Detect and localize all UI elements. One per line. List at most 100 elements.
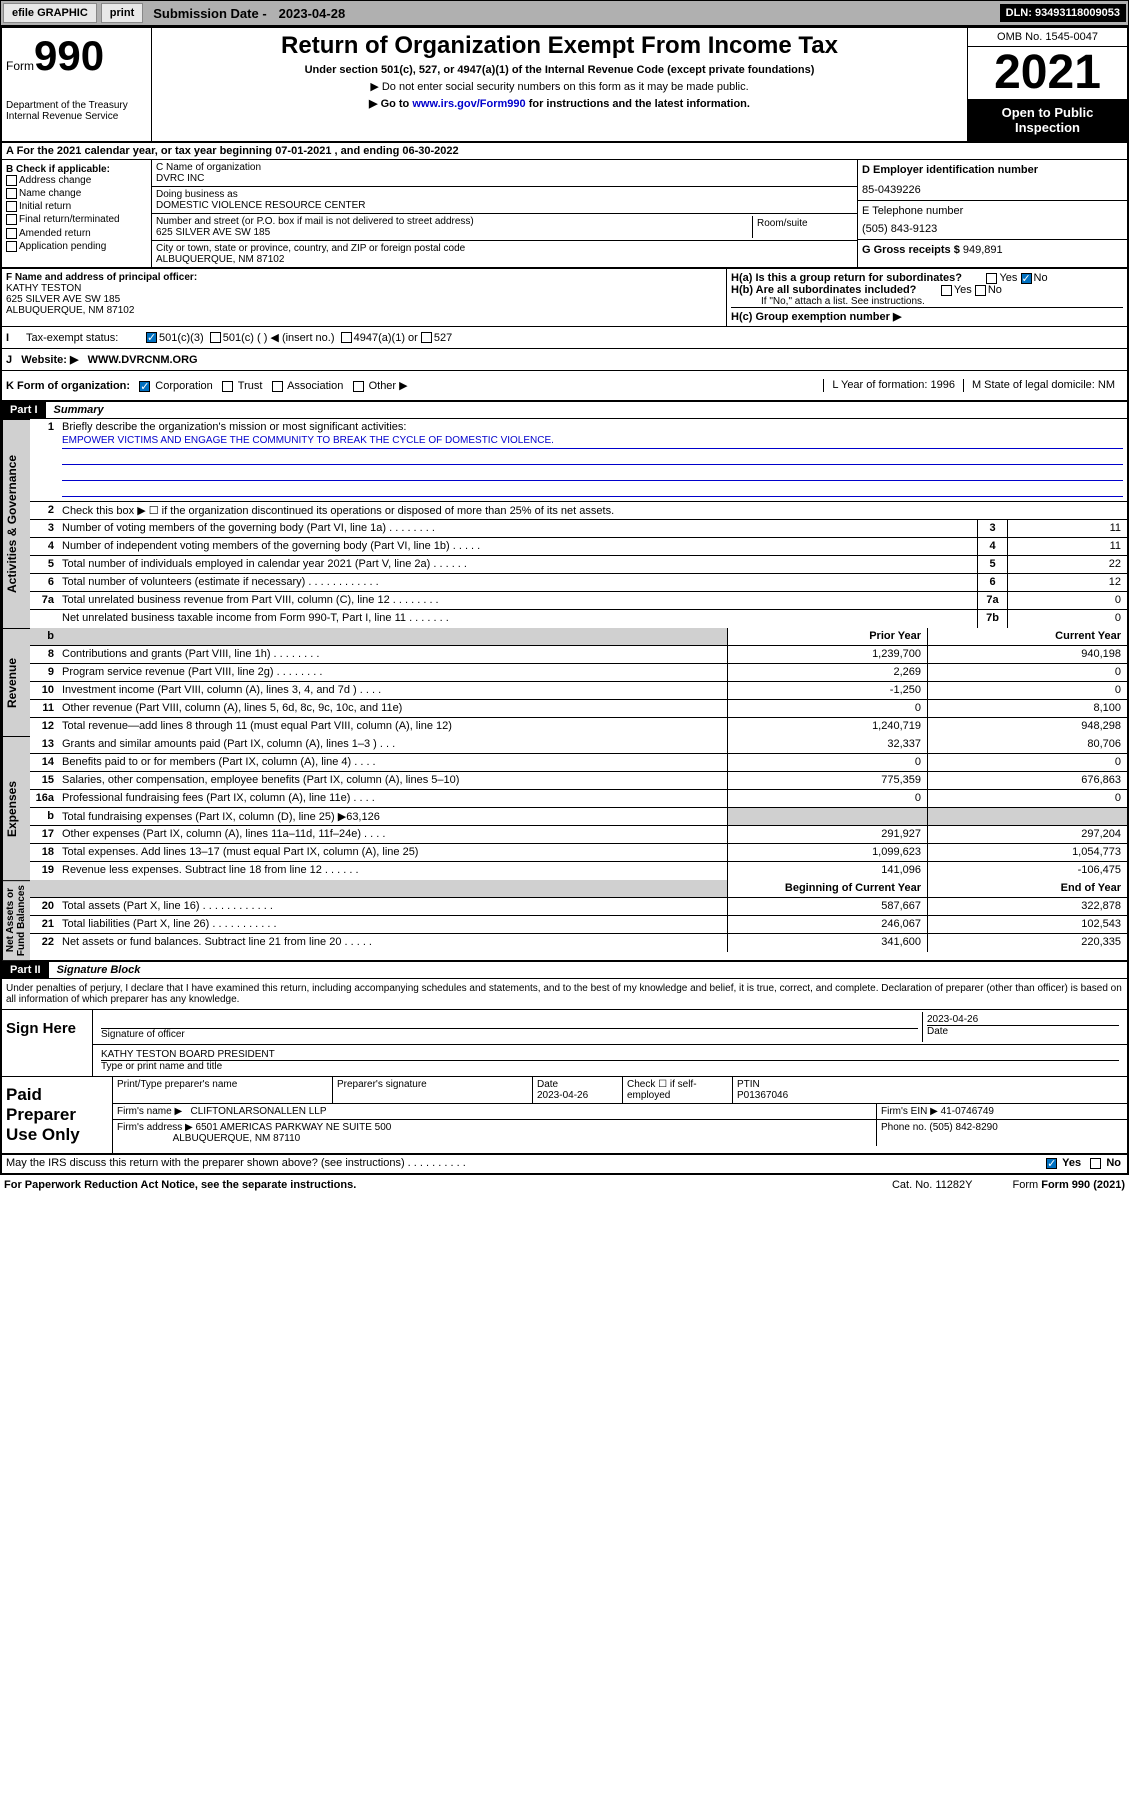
d-lbl: D Employer identification number (862, 164, 1123, 176)
chk-corp[interactable] (139, 381, 150, 392)
dln: DLN: 93493118009053 (1000, 4, 1126, 22)
g-lbl: G Gross receipts $ (862, 244, 960, 256)
header: Form990 Department of the Treasury Inter… (2, 28, 1127, 143)
form-990: Form990 Department of the Treasury Inter… (0, 26, 1129, 1175)
table-row: 14Benefits paid to or for members (Part … (30, 754, 1127, 772)
website[interactable]: WWW.DVRCNM.ORG (88, 354, 198, 366)
chk-assoc[interactable] (272, 381, 283, 392)
chk-4947[interactable] (341, 332, 352, 343)
table-row: 20Total assets (Part X, line 16) . . . .… (30, 898, 1127, 916)
city-lbl: City or town, state or province, country… (156, 243, 853, 254)
c-name-lbl: C Name of organization (156, 162, 853, 173)
chk-addr[interactable]: Address change (6, 175, 147, 186)
chk-other[interactable] (353, 381, 364, 392)
prep-self[interactable]: Check ☐ if self-employed (623, 1077, 733, 1103)
prep-sig-lbl: Preparer's signature (333, 1077, 533, 1103)
row-j: J Website: ▶ WWW.DVRCNM.ORG (2, 349, 1127, 371)
hb: H(b) Are all subordinates included? Yes … (731, 284, 1123, 296)
table-row: 12Total revenue—add lines 8 through 11 (… (30, 718, 1127, 736)
row-i: I Tax-exempt status: 501(c)(3) 501(c) ( … (2, 327, 1127, 349)
c-name: DVRC INC (156, 173, 853, 184)
chk-amended[interactable]: Amended return (6, 228, 147, 239)
prep-date: 2023-04-26 (537, 1090, 588, 1101)
chk-discuss-no[interactable] (1090, 1158, 1101, 1169)
form-label: Form (6, 59, 34, 73)
dba: DOMESTIC VIOLENCE RESOURCE CENTER (156, 200, 853, 211)
open-public: Open to Public Inspection (968, 99, 1127, 141)
hb-note: If "No," attach a list. See instructions… (761, 296, 1123, 307)
chk-501c[interactable] (210, 332, 221, 343)
table-row: 22Net assets or fund balances. Subtract … (30, 934, 1127, 952)
sig-name: KATHY TESTON BOARD PRESIDENT (101, 1049, 1119, 1060)
part2-hdr: Part IISignature Block (2, 962, 1127, 979)
table-row: 4Number of independent voting members of… (30, 538, 1127, 556)
irs-link[interactable]: www.irs.gov/Form990 (412, 98, 525, 110)
table-row: 21Total liabilities (Part X, line 26) . … (30, 916, 1127, 934)
paperwork: For Paperwork Reduction Act Notice, see … (4, 1179, 356, 1191)
dept: Department of the Treasury Internal Reve… (6, 100, 147, 122)
governance-block: Activities & Governance 1 Briefly descri… (2, 419, 1127, 628)
table-row: 18Total expenses. Add lines 13–17 (must … (30, 844, 1127, 862)
l2: Check this box ▶ ☐ if the organization d… (58, 502, 1127, 519)
f-addr1: 625 SILVER AVE SW 185 (6, 294, 120, 305)
entity-block: B Check if applicable: Address change Na… (2, 160, 1127, 269)
sign-here: Sign Here Signature of officer 2023-04-2… (2, 1010, 1127, 1077)
sig-decl: Under penalties of perjury, I declare th… (2, 979, 1127, 1010)
street: 625 SILVER AVE SW 185 (156, 227, 752, 238)
e-lbl: E Telephone number (862, 205, 1123, 217)
firm-phone: (505) 842-8290 (929, 1122, 997, 1133)
dba-lbl: Doing business as (156, 189, 853, 200)
city: ALBUQUERQUE, NM 87102 (156, 254, 853, 265)
table-row: 15Salaries, other compensation, employee… (30, 772, 1127, 790)
mission: EMPOWER VICTIMS AND ENGAGE THE COMMUNITY… (62, 435, 1123, 449)
table-row: 11Other revenue (Part VIII, column (A), … (30, 700, 1127, 718)
chk-discuss-yes[interactable] (1046, 1158, 1057, 1169)
efile-btn[interactable]: efile GRAPHIC (3, 3, 97, 23)
chk-501c3[interactable] (146, 332, 157, 343)
row-k: K Form of organization: Corporation Trus… (2, 371, 1127, 402)
table-row: 17Other expenses (Part IX, column (A), l… (30, 826, 1127, 844)
netassets-block: Net Assets or Fund Balances Beginning of… (2, 880, 1127, 962)
part1-hdr: Part ISummary (2, 402, 1127, 419)
form-ref: Form Form 990 (2021) (1013, 1179, 1126, 1191)
firm-name: CLIFTONLARSONALLEN LLP (191, 1106, 327, 1117)
chk-initial[interactable]: Initial return (6, 201, 147, 212)
d-ein: 85-0439226 (862, 184, 1123, 196)
table-row: 10Investment income (Part VIII, column (… (30, 682, 1127, 700)
g-val: 949,891 (963, 244, 1003, 256)
m-state: M State of legal domicile: NM (963, 379, 1123, 392)
chk-trust[interactable] (222, 381, 233, 392)
expenses-block: Expenses 13Grants and similar amounts pa… (2, 736, 1127, 880)
sig-date-lbl: Date (927, 1025, 1119, 1037)
table-row: Net unrelated business taxable income fr… (30, 610, 1127, 628)
tax-year: 2021 (968, 47, 1127, 99)
room-lbl: Room/suite (757, 218, 849, 229)
chk-name[interactable]: Name change (6, 188, 147, 199)
chk-final[interactable]: Final return/terminated (6, 214, 147, 225)
subdate-lbl: Submission Date - (147, 6, 272, 21)
print-btn[interactable]: print (101, 3, 143, 23)
form-number: 990 (34, 32, 104, 79)
ptin: P01367046 (737, 1090, 788, 1101)
sig-officer-lbl: Signature of officer (101, 1028, 918, 1040)
f-lbl: F Name and address of principal officer: (6, 272, 197, 283)
omb-no: OMB No. 1545-0047 (968, 28, 1127, 47)
table-row: 8Contributions and grants (Part VIII, li… (30, 646, 1127, 664)
l-year: L Year of formation: 1996 (823, 379, 963, 392)
form-title: Return of Organization Exempt From Incom… (156, 32, 963, 60)
street-lbl: Number and street (or P.O. box if mail i… (156, 216, 752, 227)
subtitle-1: Under section 501(c), 527, or 4947(a)(1)… (156, 64, 963, 76)
section-f-h: F Name and address of principal officer:… (2, 269, 1127, 327)
table-row: 3Number of voting members of the governi… (30, 520, 1127, 538)
paid-preparer: Paid Preparer Use Only Print/Type prepar… (2, 1077, 1127, 1155)
subdate: 2023-04-28 (273, 6, 352, 21)
firm-ein: 41-0746749 (941, 1106, 994, 1117)
prep-name-lbl: Print/Type preparer's name (113, 1077, 333, 1103)
chk-527[interactable] (421, 332, 432, 343)
chk-pending[interactable]: Application pending (6, 241, 147, 252)
l1: Briefly describe the organization's miss… (62, 421, 1123, 433)
subtitle-3: ▶ Go to www.irs.gov/Form990 for instruct… (156, 97, 963, 110)
firm-addr: 6501 AMERICAS PARKWAY NE SUITE 500 (196, 1122, 392, 1133)
table-row: 9Program service revenue (Part VIII, lin… (30, 664, 1127, 682)
table-row: 19Revenue less expenses. Subtract line 1… (30, 862, 1127, 880)
